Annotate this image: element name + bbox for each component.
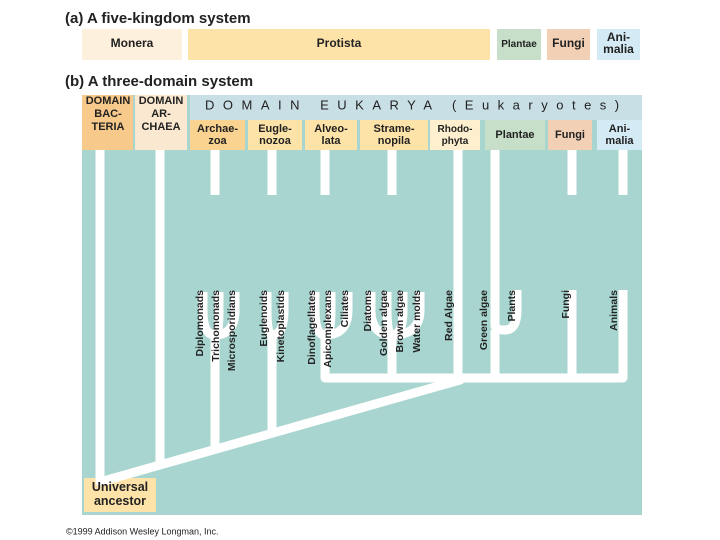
kingdom-box bbox=[82, 29, 182, 60]
group-label-line: lata bbox=[322, 135, 342, 147]
group-box bbox=[597, 120, 642, 150]
leaf-label: Plants bbox=[506, 290, 518, 322]
part-b-title: (b) A three-domain system bbox=[65, 73, 253, 90]
leaf-label: Euglenoids bbox=[258, 290, 270, 347]
branch bbox=[271, 292, 289, 340]
branch bbox=[324, 292, 353, 340]
group-label-line: phyta bbox=[442, 136, 469, 147]
leaf-label: Water molds bbox=[411, 290, 423, 353]
domain-label-line: BAC- bbox=[94, 108, 122, 120]
group-label-line: Plantae bbox=[495, 129, 534, 141]
domain-label-line: AR- bbox=[151, 108, 171, 120]
leaf-label: Diatoms bbox=[362, 290, 374, 332]
eukarya-band bbox=[190, 95, 642, 120]
group-label-line: Ani- bbox=[609, 123, 631, 135]
group-label-line: Rhodo- bbox=[438, 124, 473, 135]
group-label-line: nozoa bbox=[259, 135, 292, 147]
domain-label: DOMAIN BAC-TERIA bbox=[86, 95, 131, 133]
kingdom-box bbox=[597, 29, 640, 60]
leaf-label: Dinoflagellates bbox=[306, 290, 318, 365]
kingdom-label-line: Ani- bbox=[607, 30, 630, 44]
leaf-label: Golden algae bbox=[378, 290, 390, 356]
leaf-label: Brown algae bbox=[394, 290, 406, 353]
group-box bbox=[305, 120, 357, 150]
branch bbox=[387, 150, 577, 378]
branch bbox=[262, 292, 275, 340]
group-label-line: Alveo- bbox=[314, 123, 348, 135]
group-label: Rhodo-phyta bbox=[438, 124, 473, 147]
branch bbox=[391, 292, 425, 340]
leaf-label: Red Algae bbox=[443, 290, 455, 341]
domain-label-line: DOMAIN bbox=[86, 95, 131, 107]
kingdom-label-line: malia bbox=[603, 42, 634, 56]
leaf-label: Kinetoplastids bbox=[275, 290, 287, 363]
group-box bbox=[485, 120, 545, 150]
domain-label-line: CHAEA bbox=[141, 121, 180, 133]
group-box bbox=[430, 120, 480, 150]
kingdom-label: Monera bbox=[111, 36, 154, 50]
branch bbox=[320, 290, 628, 383]
kingdom-box bbox=[497, 29, 541, 60]
group-box bbox=[248, 120, 302, 150]
group-label-line: Archae- bbox=[197, 123, 238, 135]
leaf-label: Ciliates bbox=[339, 290, 351, 328]
domain-label-line: DOMAIN bbox=[139, 95, 184, 107]
domain-label: DOMAIN AR-CHAEA bbox=[139, 95, 184, 133]
root-label: Universal ancestor bbox=[92, 480, 148, 508]
kingdom-label-line: Protista bbox=[317, 36, 362, 50]
domain-label: DOMAIN EUKARYA (Eukaryotes) bbox=[205, 97, 628, 112]
group-box bbox=[190, 120, 245, 150]
group-label-line: Eugle- bbox=[258, 123, 292, 135]
branch bbox=[310, 292, 326, 340]
kingdom-label: Ani-malia bbox=[603, 30, 634, 56]
group-label-line: malia bbox=[605, 135, 634, 147]
kingdom-box bbox=[547, 29, 590, 60]
kingdom-label-line: Plantae bbox=[501, 39, 537, 50]
leaf-label: Green algae bbox=[478, 290, 490, 350]
domain-label-line: TERIA bbox=[92, 121, 125, 133]
leaf-label: Fungi bbox=[560, 290, 572, 319]
archaea-box bbox=[135, 95, 187, 150]
leaf-label: Microsporidians bbox=[226, 290, 238, 371]
tree bbox=[95, 150, 628, 487]
leaf-label: Trichomonads bbox=[210, 290, 222, 362]
group-label-line: Fungi bbox=[555, 129, 585, 141]
group-box bbox=[548, 120, 592, 150]
group-label: Fungi bbox=[555, 129, 585, 141]
leaf-label: Apicomplexans bbox=[322, 290, 334, 368]
bacteria-box bbox=[82, 95, 133, 150]
group-label: Plantae bbox=[495, 129, 534, 141]
branch bbox=[490, 150, 522, 335]
group-label: Alveo-lata bbox=[314, 123, 348, 147]
kingdom-label-line: Fungi bbox=[552, 36, 585, 50]
group-label-line: nopila bbox=[378, 135, 411, 147]
leaf-label: Diplomonads bbox=[194, 290, 206, 357]
branch bbox=[198, 292, 216, 340]
copyright: ©1999 Addison Wesley Longman, Inc. bbox=[66, 526, 219, 536]
tree-background bbox=[82, 95, 642, 515]
root-label-line: ancestor bbox=[94, 494, 146, 508]
kingdom-label-line: Monera bbox=[111, 36, 154, 50]
kingdom-label: Plantae bbox=[501, 39, 537, 50]
kingdom-label: Protista bbox=[317, 36, 362, 50]
group-box bbox=[360, 120, 428, 150]
leaf-label: Animals bbox=[608, 290, 620, 331]
group-label-line: Strame- bbox=[374, 123, 415, 135]
group-label: Strame-nopila bbox=[374, 123, 415, 147]
branch bbox=[382, 292, 395, 340]
kingdom-box bbox=[188, 29, 490, 60]
part-a-title: (a) A five-kingdom system bbox=[65, 10, 251, 27]
group-label: Eugle-nozoa bbox=[258, 123, 292, 147]
group-label: Ani-malia bbox=[605, 123, 634, 147]
group-label-line: zoa bbox=[208, 135, 227, 147]
group-label: Archae-zoa bbox=[197, 123, 238, 147]
kingdom-label: Fungi bbox=[552, 36, 585, 50]
root-label-line: Universal bbox=[92, 480, 148, 494]
branch bbox=[214, 292, 240, 340]
